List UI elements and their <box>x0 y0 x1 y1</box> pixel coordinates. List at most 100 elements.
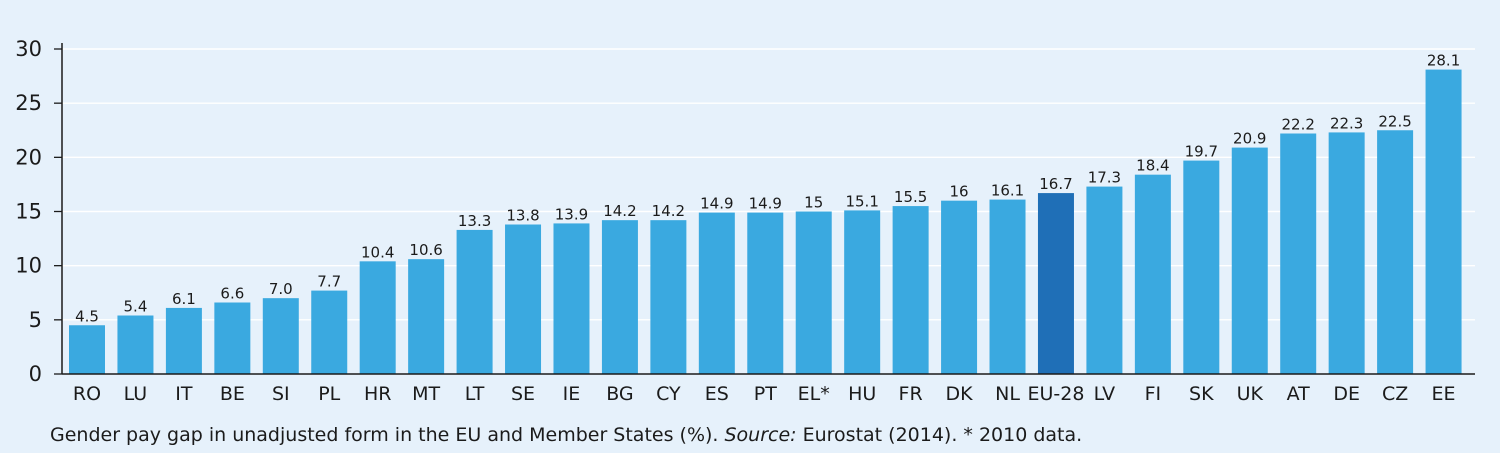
value-label: 15 <box>804 194 823 212</box>
bar-de <box>1328 132 1365 374</box>
value-label: 4.5 <box>75 307 99 325</box>
value-label: 19.7 <box>1185 143 1218 161</box>
value-label: 18.4 <box>1136 157 1169 175</box>
y-tick-label: 10 <box>15 254 42 278</box>
x-tick-label: EL* <box>798 383 830 405</box>
value-label: 22.5 <box>1378 112 1411 130</box>
y-tick-label: 0 <box>29 362 42 386</box>
value-label: 17.3 <box>1088 169 1121 187</box>
value-label: 5.4 <box>124 298 148 316</box>
value-label: 22.3 <box>1330 114 1363 132</box>
x-tick-label: LU <box>124 383 148 405</box>
bar-lt <box>456 229 493 374</box>
value-label: 16 <box>950 183 969 201</box>
x-tick-label: DK <box>946 383 974 405</box>
x-tick-label: MT <box>412 383 440 405</box>
bar-at <box>1280 133 1317 374</box>
value-label: 6.1 <box>172 290 196 308</box>
caption-text-before: Gender pay gap in unadjusted form in the… <box>50 424 725 446</box>
x-tick-label: RO <box>73 383 101 405</box>
value-label: 14.2 <box>652 202 685 220</box>
x-axis-ticks: RO LU IT BE SI PL HR MT LT SE IE BG CY ES PT EL* HU FR DK N… <box>73 383 1456 405</box>
bar-si <box>262 298 299 374</box>
x-tick-label: PT <box>754 383 777 405</box>
bar-es <box>698 212 735 374</box>
bar-cy <box>650 220 687 374</box>
value-label: 7.0 <box>269 280 293 298</box>
value-label: 13.3 <box>458 212 491 230</box>
bar-pt <box>747 212 784 374</box>
value-label: 15.1 <box>845 192 878 210</box>
value-label: 16.7 <box>1039 175 1072 193</box>
bar-eu28 <box>1037 193 1074 374</box>
y-tick-label: 20 <box>15 145 42 169</box>
bar-bg <box>601 220 638 374</box>
y-tick-label: 15 <box>15 200 42 224</box>
bar-uk <box>1231 147 1268 374</box>
x-tick-label: HR <box>364 383 392 405</box>
value-label: 13.9 <box>555 205 588 223</box>
x-tick-label: CY <box>656 383 681 405</box>
bar-hr <box>359 261 396 374</box>
bar-dk <box>941 200 978 374</box>
bar-se <box>505 224 542 374</box>
value-label: 10.4 <box>361 243 394 261</box>
bar-ee <box>1425 69 1462 374</box>
bar-mt <box>408 259 445 374</box>
bar-lv <box>1086 186 1123 374</box>
x-tick-label: FR <box>899 383 923 405</box>
x-tick-label: SK <box>1189 383 1214 405</box>
x-tick-label: LV <box>1094 383 1116 405</box>
value-labels: 4.5 5.4 6.1 6.6 7.0 7.7 10.4 10.6 13.3 13.8 13.9 14… <box>75 52 1460 326</box>
value-label: 22.2 <box>1282 116 1315 134</box>
x-tick-label: EE <box>1432 383 1456 405</box>
bars <box>69 69 1462 374</box>
x-tick-label: CZ <box>1382 383 1408 405</box>
y-tick-label: 5 <box>29 308 42 332</box>
bar-ie <box>553 223 590 374</box>
bar-pl <box>311 290 348 374</box>
x-tick-label: IT <box>175 383 193 405</box>
value-label: 7.7 <box>317 273 341 291</box>
bar-el <box>795 211 832 374</box>
x-tick-label: FI <box>1145 383 1162 405</box>
x-tick-label: UK <box>1237 383 1264 405</box>
bar-hu <box>844 210 881 374</box>
value-label: 13.8 <box>506 207 539 225</box>
bar-nl <box>989 199 1026 374</box>
value-label: 28.1 <box>1427 52 1460 70</box>
x-tick-label: IE <box>563 383 581 405</box>
x-tick-label: SI <box>272 383 290 405</box>
value-label: 14.9 <box>700 195 733 213</box>
value-label: 10.6 <box>409 241 442 259</box>
x-tick-label: SE <box>511 383 535 405</box>
caption-source-label: Source: <box>724 424 797 446</box>
bar-it <box>165 307 202 374</box>
bar-fr <box>892 206 929 374</box>
chart-caption: Gender pay gap in unadjusted form in the… <box>50 424 1082 446</box>
value-label: 6.6 <box>220 285 244 303</box>
bar-sk <box>1183 160 1220 374</box>
bar-lu <box>117 315 154 374</box>
x-tick-label: HU <box>848 383 876 405</box>
value-label: 15.5 <box>894 188 927 206</box>
bar-cz <box>1377 130 1414 374</box>
caption-text-after: Eurostat (2014). * 2010 data. <box>796 424 1083 446</box>
x-tick-label: PL <box>318 383 340 405</box>
x-tick-label: LT <box>465 383 485 405</box>
bar-chart: 0 5 10 15 20 25 30 4.5 5.4 6.1 6.6 7.0 7.7 10.4 10.6 1… <box>15 37 1475 405</box>
x-tick-label: BG <box>606 383 633 405</box>
value-label: 14.9 <box>749 195 782 213</box>
x-tick-label: ES <box>705 383 729 405</box>
y-axis-ticks: 0 5 10 15 20 25 30 <box>15 37 62 386</box>
value-label: 16.1 <box>991 182 1024 200</box>
value-label: 20.9 <box>1233 130 1266 148</box>
y-tick-label: 30 <box>15 37 42 61</box>
bar-be <box>214 302 251 374</box>
bar-fi <box>1134 174 1171 374</box>
x-tick-label: AT <box>1287 383 1311 405</box>
x-tick-label: BE <box>220 383 245 405</box>
bar-ro <box>69 325 105 374</box>
x-tick-label: NL <box>995 383 1020 405</box>
x-tick-label: EU-28 <box>1027 383 1084 405</box>
